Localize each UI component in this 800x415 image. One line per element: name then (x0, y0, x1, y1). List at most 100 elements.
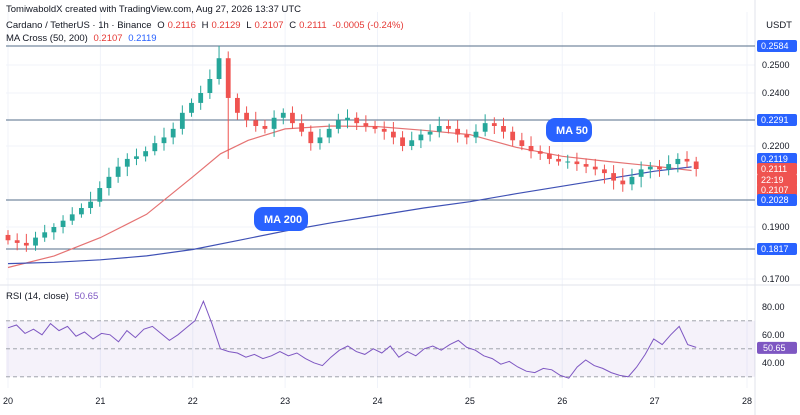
ma50-value: 0.2107 (93, 33, 123, 44)
rsi-tick-label: 80.00 (762, 302, 785, 312)
rsi-line (7, 299, 697, 379)
open-value: 0.2116 (167, 20, 196, 31)
close-label: C (289, 20, 297, 31)
candle-body (115, 166, 121, 177)
candle-body (657, 166, 662, 170)
candle-body (280, 112, 286, 118)
candle-body (583, 164, 589, 167)
candle-body (317, 137, 323, 144)
candle-body (363, 123, 369, 126)
candle-body (290, 112, 295, 124)
candle-body (262, 126, 268, 129)
change-value: -0.0005 (-0.24%) (332, 20, 404, 31)
candle-body (510, 131, 516, 141)
candle-body (592, 166, 598, 170)
price-tags: 0.2584 0.2291 0.21190.211122:190.21070.202… (757, 40, 797, 255)
ma50-line (7, 125, 692, 269)
rsi-value: 50.65 (74, 291, 99, 302)
price-tag-label: 0.2107 (761, 185, 789, 195)
time-axis: 20 21 22 23 24 25 26 27 28 (3, 396, 752, 406)
candle-body (675, 158, 681, 165)
candle-body (620, 180, 626, 185)
candle-body (60, 220, 66, 227)
time-tick-label: 24 (373, 396, 383, 406)
candle-body (106, 176, 112, 189)
candle-body (602, 169, 607, 174)
candle-body (464, 134, 470, 138)
ma200-value: 0.2119 (128, 33, 157, 44)
candle-body (574, 161, 580, 165)
candle-body (537, 151, 543, 154)
candle-body (234, 97, 240, 113)
candle-body (647, 166, 653, 170)
candle-body (418, 134, 424, 141)
high-label: H (201, 20, 209, 31)
candle-body (638, 169, 644, 177)
price-tag-label: 0.2111 (761, 164, 787, 174)
ma-legend: MA Cross (50, 200) 0.2107 0.2119 (6, 33, 160, 44)
price-tag (757, 114, 797, 126)
candle-body (198, 93, 204, 103)
credit-text: TomiwaboldX created with TradingView.com… (6, 4, 302, 15)
candle-body (381, 128, 387, 132)
rsi-label[interactable]: RSI (14, close) (6, 291, 69, 302)
candle-body (14, 240, 20, 243)
candle-body (446, 126, 451, 129)
time-tick-label: 21 (95, 396, 105, 406)
candle-body (390, 131, 396, 138)
candle-body (170, 128, 176, 138)
price-tag-label: 0.2584 (761, 41, 789, 51)
candle-body (556, 158, 561, 162)
candle-body (69, 214, 75, 221)
price-tag (757, 40, 797, 52)
candle-body (491, 123, 497, 126)
price-tag-label: 0.2291 (761, 115, 789, 125)
symbol-text[interactable]: Cardano / TetherUS · 1h · Binance (6, 20, 152, 31)
candle-body (611, 173, 617, 181)
rsi-panel (6, 299, 755, 379)
price-tag-label: 22:19 (761, 175, 784, 185)
symbol-line: Cardano / TetherUS · 1h · Binance O 0.211… (6, 20, 407, 31)
ma-label[interactable]: MA Cross (50, 200) (6, 33, 88, 44)
price-tag-label: 0.1817 (761, 244, 789, 254)
rsi-current-tag (757, 341, 797, 354)
candle-body (335, 120, 341, 129)
candle-body (299, 123, 305, 132)
rsi-current-label: 50.65 (763, 343, 786, 353)
time-tick-label: 20 (3, 396, 13, 406)
price-tick-label: 0.2500 (762, 60, 790, 70)
candle-body (455, 128, 461, 135)
close-value: 0.2111 (299, 20, 327, 31)
candle-body (427, 131, 433, 135)
candle-body (88, 201, 93, 209)
candle-body (253, 120, 259, 126)
credit-line: TomiwaboldX created with TradingView.com… (6, 4, 304, 15)
price-tick-label: 0.1900 (762, 222, 790, 232)
horizontal-levels (6, 45, 755, 250)
candle-body (354, 117, 360, 124)
candle-body (207, 79, 213, 93)
price-tag (757, 153, 797, 165)
candle-body (152, 143, 158, 152)
candle-body (97, 188, 103, 202)
currency-text: USDT (766, 20, 792, 31)
candle-body (271, 117, 277, 129)
candle-body (409, 140, 415, 146)
price-tag (757, 184, 797, 196)
price-tag (757, 243, 797, 255)
ma200-bubble (254, 207, 308, 231)
rsi-axis: 80.00 60.00 40.00 50.65 (757, 302, 797, 368)
open-label: O (157, 20, 165, 31)
candle-body (79, 208, 84, 215)
time-tick-label: 28 (742, 396, 752, 406)
candle-body (51, 227, 57, 233)
moving-averages (7, 125, 692, 269)
candle-body (372, 126, 378, 129)
low-value: 0.2107 (254, 20, 284, 31)
price-tag (757, 163, 797, 175)
price-tag-label: 0.2119 (761, 154, 788, 164)
candle-body (5, 234, 11, 241)
candle-body (179, 112, 185, 129)
rsi-legend: RSI (14, close) 50.65 (6, 291, 101, 302)
time-tick-label: 25 (465, 396, 475, 406)
